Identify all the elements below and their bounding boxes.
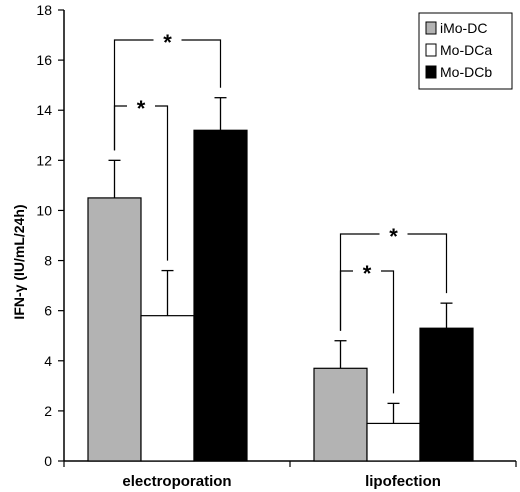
legend-label: iMo-DC [440, 20, 487, 36]
legend: iMo-DC Mo-DCa Mo-DCb [418, 12, 513, 90]
bar-mo-dcb [193, 129, 248, 462]
bar-mo-dcb [419, 327, 474, 462]
significance-brackets: * * * * [113, 30, 448, 394]
bar-mo-dca [140, 315, 195, 462]
y-axis: 0 2 4 6 8 10 12 14 16 18 [36, 2, 65, 469]
y-ticks: 0 2 4 6 8 10 12 14 16 18 [36, 2, 64, 469]
x-ticks: electroporation lipofection [63, 461, 517, 490]
y-tick-label: 4 [44, 353, 52, 369]
x-axis: electroporation lipofection [63, 460, 517, 490]
significance-bracket [339, 270, 395, 394]
significance-label: * [363, 261, 372, 286]
category-label: electroporation [122, 473, 231, 490]
y-tick-label: 8 [44, 253, 52, 269]
significance-label: * [137, 96, 146, 121]
significance-label: * [163, 30, 172, 55]
bar-imo-dc [313, 367, 368, 462]
y-tick-label: 0 [44, 453, 52, 469]
y-tick-label: 6 [44, 303, 52, 319]
y-tick-label: 14 [36, 102, 52, 118]
bar-imo-dc [87, 197, 142, 462]
legend-swatch [425, 43, 437, 57]
legend-swatch [425, 65, 437, 79]
y-tick-label: 16 [36, 52, 52, 68]
y-axis-title: IFN-γ (IU/mL/24h) [11, 204, 27, 319]
y-tick-label: 10 [36, 202, 52, 218]
category-label: lipofection [365, 473, 441, 490]
legend-swatch [425, 21, 437, 35]
bars [87, 97, 474, 462]
y-tick-label: 12 [36, 152, 52, 168]
significance-bracket [113, 105, 169, 261]
legend-label: Mo-DCb [440, 64, 492, 80]
y-tick-label: 2 [44, 403, 52, 419]
legend-label: Mo-DCa [440, 42, 492, 58]
bar-mo-dca [366, 422, 421, 462]
y-tick-label: 18 [36, 2, 52, 18]
significance-label: * [389, 224, 398, 249]
